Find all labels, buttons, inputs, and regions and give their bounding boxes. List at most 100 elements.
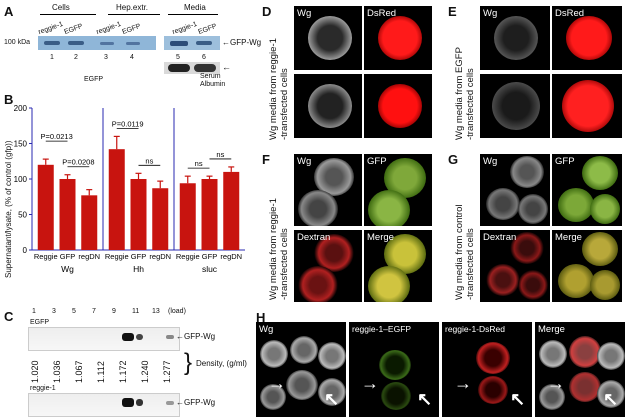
lane-number: 1 [50,54,54,61]
albumin-label: Serum [200,73,221,80]
label-reggie-egfp: reggie-1–EGFP [352,324,412,334]
micrograph-gfp: GFP [364,154,432,226]
micrograph-wg: Wg [480,154,550,226]
bar [81,195,98,250]
band [44,41,60,45]
label-merge: Merge [538,324,565,335]
panel-b-label: B [4,92,14,107]
kda-marker: 100 kDa [4,39,31,46]
label-dsred: DsRed [367,8,397,19]
arrow-right-icon: → [547,373,565,393]
albumin-arrow: ← [222,62,231,72]
bar [152,188,169,250]
fraction-number: 1 [32,308,36,315]
bar [223,171,240,250]
fraction-number: 5 [72,308,76,315]
band [194,64,216,72]
label-wg: Wg [297,156,312,167]
density-value: 1.036 [52,360,62,383]
panel-e-side-label: Wg media from EGFP -transfected cells [454,47,476,140]
label-wg: Wg [259,324,274,335]
density-value: 1.112 [96,361,106,383]
band [126,42,140,45]
category-label: regDN [220,252,242,261]
density-blot-bottom [28,393,180,417]
blot-label-egfp: EGFP [30,319,50,326]
band-arrow-label: ←GFP-Wg [222,38,262,47]
label-dextran: Dextran [297,232,331,243]
panel-a-label: A [4,4,14,19]
panel-g-side-label: Wg media from control -transfected cells [454,204,476,300]
lane-number: 4 [130,54,134,61]
micrograph-wg: → ↖ Wg [256,322,346,417]
category-label: GFP [202,252,217,261]
label-gfp: GFP [367,156,387,167]
y-tick-label: 50 [18,211,27,220]
band [136,399,143,406]
micrograph-reggie-dsred: → ↖ reggie-1-DsRed [442,322,532,417]
panel-d-label: D [262,4,272,19]
bar [201,179,218,250]
lane-number: 5 [176,54,180,61]
label-wg: Wg [483,156,498,167]
label-merge: Merge [367,232,394,243]
panel-g: G Wg media from control -transfected cell… [444,148,627,308]
lane-number: 2 [74,54,78,61]
micrograph-wg-2 [294,74,362,138]
panel-f-label: F [262,152,270,167]
panel-b: B Supernatant/lysate, (% of control (gfp… [0,90,250,305]
panel-c-label: C [4,309,14,324]
bar [130,179,147,250]
arrow-diagonal-icon: ↖ [417,389,433,409]
group-label: sluc [202,264,218,274]
arrow-right-icon: → [361,373,379,393]
density-axis-label: Density, (g/ml) [196,359,247,368]
significance-label: ns [195,159,203,168]
micrograph-dsred-2 [552,74,622,138]
blot-label-reggie: reggie-1 [30,385,56,392]
fraction-number: 11 [132,308,140,315]
panel-d-side-label: Wg media from reggie-1 -transfected cells [268,38,290,140]
band [122,398,134,407]
y-tick-label: 200 [14,104,28,113]
lane-name: reggie-1 [95,20,123,37]
panel-c: C 1 3 5 7 9 11 13 (load) EGFP ←GFP-Wg 1.020 1.03… [0,305,250,417]
group-media-label: Media [184,3,206,12]
blot-strip-cells [38,36,156,50]
significance-label: P=0.0208 [62,158,94,167]
panel-d: D Wg media from reggie-1 -transfected cel… [258,0,438,145]
label-dextran: Dextran [483,232,517,243]
panel-f: F Wg media from reggie-1 -transfected cel… [258,148,438,308]
micrograph-merge: Merge [552,230,622,302]
micrograph-dsred-2 [364,74,432,138]
category-label: Reggie [105,252,129,261]
lane-name: EGFP [121,22,142,37]
micrograph-wg: Wg [294,154,362,226]
micrograph-dsred: DsRed [552,6,622,70]
density-blot-top [28,327,180,351]
category-label: GFP [131,252,146,261]
band-arrow-label: ←GFP-Wg [176,398,216,407]
significance-label: P=0.0213 [40,132,72,141]
lane-number: 3 [104,54,108,61]
label-wg: Wg [297,8,312,19]
band [166,401,174,405]
panel-a: A Cells Hep.extr. Media reggie-1 EGFP re… [0,0,261,90]
lane-name: EGFP [197,22,218,37]
fraction-number: 13 [152,308,160,315]
lane-name: reggie-1 [37,20,65,37]
lane-number: 6 [202,54,206,61]
arrow-diagonal-icon: ↖ [603,389,619,409]
band [168,64,190,72]
label-dsred: DsRed [555,8,585,19]
category-label: Reggie [34,252,58,261]
band [196,41,212,45]
bar [108,149,125,250]
arrow-diagonal-icon: ↖ [324,389,340,409]
panel-f-side-label: Wg media from reggie-1 -transfected cells [268,198,290,300]
density-brace: } [184,349,193,376]
label-wg: Wg [483,8,498,19]
bar [179,183,196,250]
fraction-number: (load) [168,308,186,315]
panel-g-label: G [448,152,459,167]
